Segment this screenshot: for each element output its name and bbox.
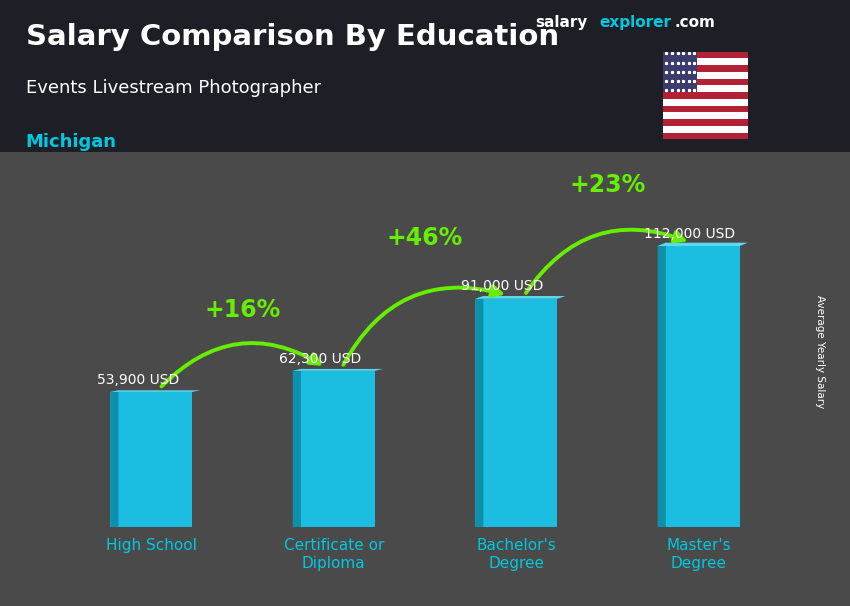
Bar xyxy=(663,105,748,112)
Text: Salary Comparison By Education: Salary Comparison By Education xyxy=(26,22,558,51)
Bar xyxy=(663,126,748,133)
Text: salary: salary xyxy=(536,15,588,30)
Text: +16%: +16% xyxy=(205,298,280,322)
Polygon shape xyxy=(110,392,192,527)
Text: Michigan: Michigan xyxy=(26,133,116,152)
FancyArrowPatch shape xyxy=(526,230,683,293)
FancyArrowPatch shape xyxy=(162,343,320,387)
Polygon shape xyxy=(475,299,558,527)
Polygon shape xyxy=(292,369,301,527)
Text: 112,000 USD: 112,000 USD xyxy=(644,227,735,241)
Text: 53,900 USD: 53,900 USD xyxy=(97,373,178,387)
Text: +46%: +46% xyxy=(387,225,463,250)
Bar xyxy=(663,52,748,58)
Polygon shape xyxy=(110,390,201,392)
Text: Average Yearly Salary: Average Yearly Salary xyxy=(815,295,825,408)
Bar xyxy=(663,65,748,72)
Bar xyxy=(663,119,748,126)
Polygon shape xyxy=(475,296,565,299)
Text: Events Livestream Photographer: Events Livestream Photographer xyxy=(26,79,320,97)
Text: 91,000 USD: 91,000 USD xyxy=(462,279,544,293)
Polygon shape xyxy=(658,242,748,246)
Polygon shape xyxy=(475,296,484,527)
Bar xyxy=(663,58,748,65)
Text: +23%: +23% xyxy=(570,173,645,197)
Text: .com: .com xyxy=(674,15,715,30)
Polygon shape xyxy=(110,390,118,527)
Bar xyxy=(663,72,748,79)
Bar xyxy=(663,79,748,85)
Polygon shape xyxy=(292,369,383,371)
Text: explorer: explorer xyxy=(599,15,672,30)
Polygon shape xyxy=(658,242,666,527)
Bar xyxy=(663,52,697,92)
Bar xyxy=(663,85,748,92)
Bar xyxy=(663,112,748,119)
Polygon shape xyxy=(292,371,375,527)
Bar xyxy=(663,92,748,99)
FancyArrowPatch shape xyxy=(343,286,502,365)
Text: 62,300 USD: 62,300 USD xyxy=(279,351,361,365)
Bar xyxy=(663,133,748,139)
Polygon shape xyxy=(658,246,740,527)
Bar xyxy=(663,99,748,105)
